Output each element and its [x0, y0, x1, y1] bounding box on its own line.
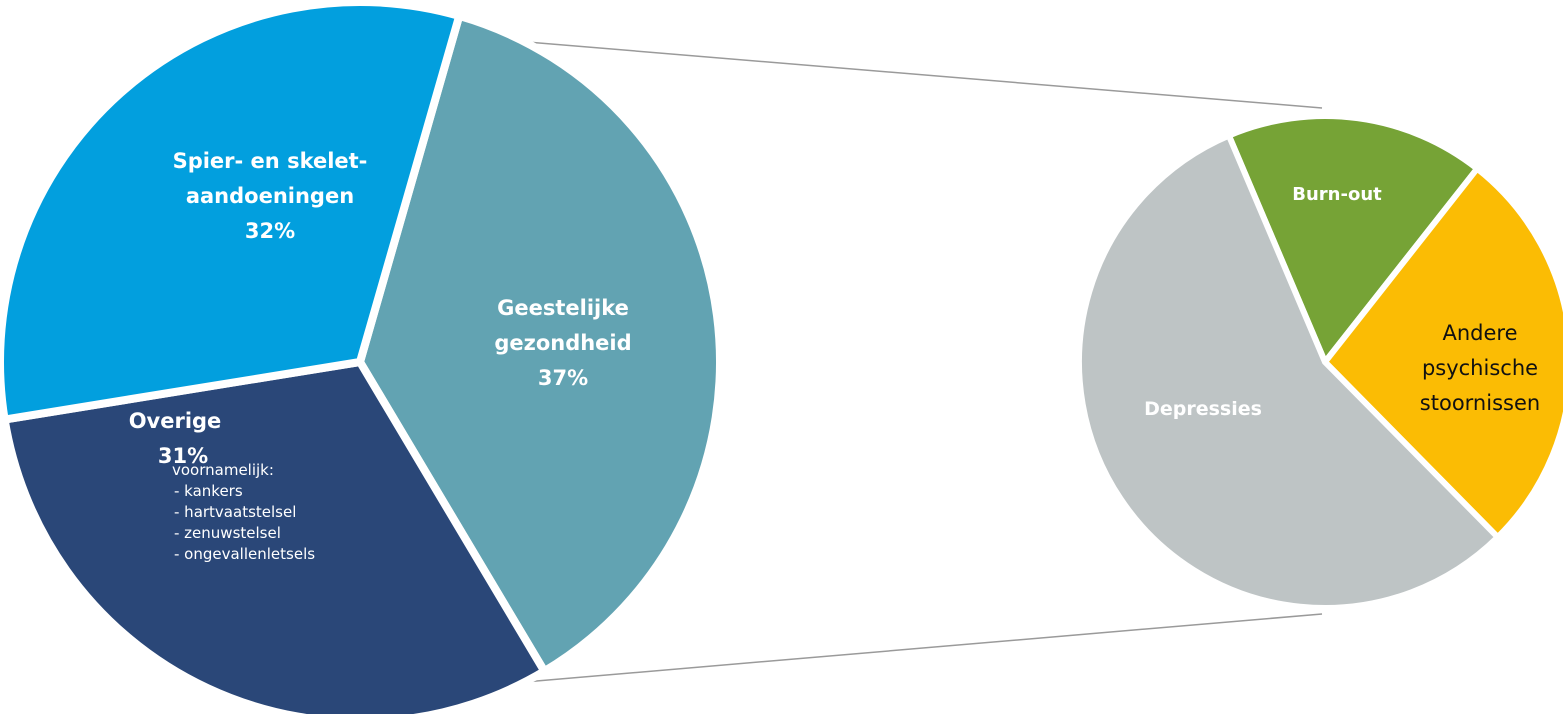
label-spier: Spier- en skelet-aandoeningen 32% — [173, 149, 368, 243]
note-line: - ongevallenletsels — [174, 545, 315, 563]
label-line: Geestelijke — [497, 296, 629, 320]
label-overige: Overige 31% — [129, 409, 222, 468]
slice-burnout — [1224, 113, 1482, 368]
note-line: - hartvaatstelsel — [174, 503, 296, 521]
slice-depressies — [1076, 131, 1502, 611]
label-line: Depressies — [1144, 398, 1262, 420]
connector-line-bottom — [512, 613, 1323, 684]
label-geestelijk: Geestelijke gezondheid 37% — [494, 296, 631, 390]
label-depressies: Depressies — [1144, 398, 1262, 420]
note-line: - kankers — [174, 482, 243, 500]
main-pie — [0, 0, 724, 714]
label-line: psychische — [1422, 356, 1538, 380]
slice-andere — [1321, 164, 1563, 542]
value-label: 37% — [538, 366, 588, 390]
note-line: - zenuwstelsel — [174, 524, 281, 542]
label-line: Andere — [1442, 321, 1517, 345]
label-line: aandoeningen — [186, 184, 354, 208]
label-andere: Andere psychische stoornissen — [1420, 321, 1540, 415]
label-line: Spier- en skelet- — [173, 149, 368, 173]
value-label: 31% — [158, 444, 208, 468]
note-line: voornamelijk: — [172, 461, 274, 479]
sub-pie — [1076, 113, 1563, 611]
label-burnout: Burn-out — [1292, 184, 1382, 205]
slice-spier — [0, 0, 465, 425]
connector-line-top — [514, 40, 1323, 109]
label-line: Overige — [129, 409, 222, 433]
note-overige: voornamelijk: - kankers - hartvaatstelsel -… — [172, 461, 315, 563]
label-line: gezondheid — [494, 331, 631, 355]
label-line: Burn-out — [1292, 184, 1382, 205]
slice-overige — [0, 357, 550, 714]
label-line: stoornissen — [1420, 391, 1540, 415]
value-label: 32% — [245, 219, 295, 243]
